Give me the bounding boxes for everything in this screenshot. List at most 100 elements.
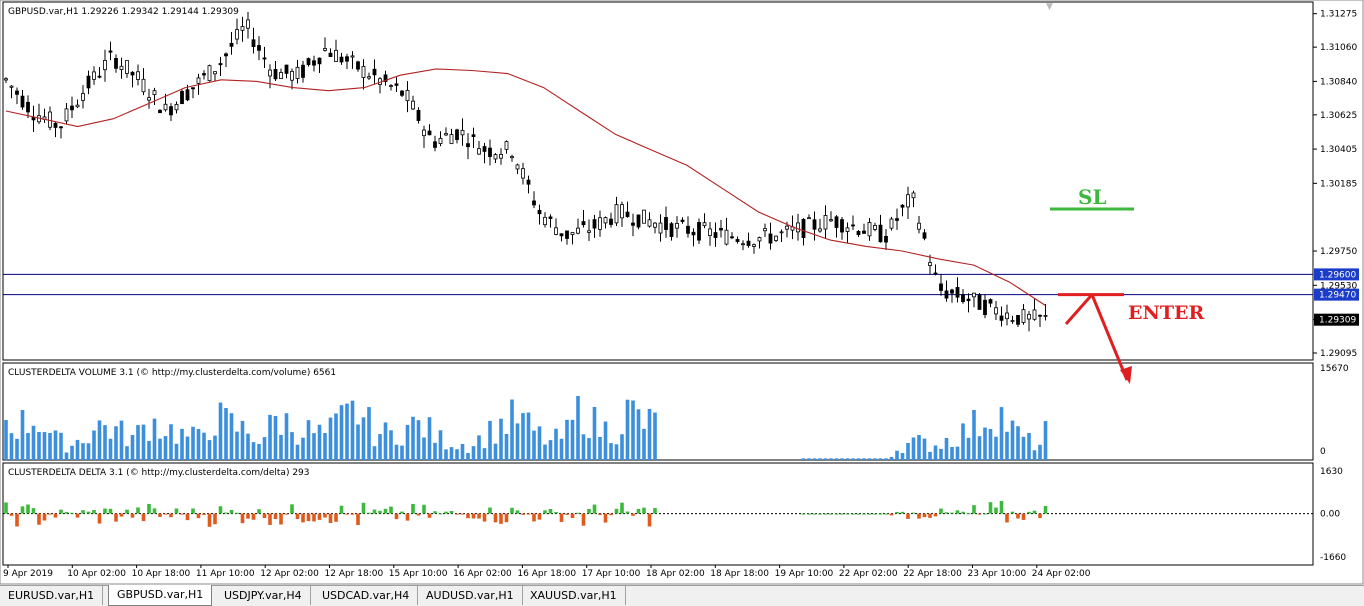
volume-bar bbox=[818, 458, 822, 460]
candle-body bbox=[972, 292, 976, 298]
delta-bar bbox=[119, 513, 124, 517]
volume-bar bbox=[884, 458, 888, 460]
volume-bar bbox=[15, 438, 19, 460]
volume-bar bbox=[1010, 420, 1015, 460]
candle-body bbox=[570, 232, 575, 235]
x-tick-label: 18 Apr 18:00 bbox=[710, 569, 769, 579]
volume-bar bbox=[922, 438, 927, 460]
delta-bar bbox=[570, 513, 575, 519]
candle-body bbox=[246, 19, 250, 29]
candle-body bbox=[1027, 313, 1031, 320]
x-tick-label: 22 Apr 02:00 bbox=[839, 569, 898, 579]
candle-body bbox=[433, 141, 437, 148]
delta-bar bbox=[427, 513, 432, 518]
volume-bar bbox=[207, 440, 212, 460]
delta-bar bbox=[64, 511, 69, 514]
delta-title: CLUSTERDELTA DELTA 3.1 (© http://my.clus… bbox=[8, 468, 310, 478]
volume-bar bbox=[279, 434, 283, 460]
volume-bar bbox=[378, 434, 382, 460]
delta-bar bbox=[581, 513, 586, 526]
candle-body bbox=[174, 103, 179, 111]
candle-body bbox=[823, 215, 828, 230]
volume-bar bbox=[609, 443, 613, 460]
candle-body bbox=[845, 227, 850, 232]
volume-bar bbox=[136, 425, 140, 460]
delta-bar bbox=[834, 513, 839, 515]
volume-bar bbox=[477, 435, 481, 460]
candle-body bbox=[862, 230, 866, 234]
level-label-box bbox=[1314, 268, 1359, 281]
volume-bar bbox=[592, 406, 597, 460]
candle-body bbox=[840, 219, 844, 233]
panel-frame bbox=[2, 1, 1314, 361]
chart-tab[interactable]: XAUUSD.var,H1 bbox=[522, 586, 626, 605]
volume-bar bbox=[636, 409, 641, 460]
volume-bar bbox=[334, 413, 338, 460]
candle-body bbox=[620, 204, 624, 219]
candle-body bbox=[999, 315, 1004, 321]
candle-body bbox=[625, 211, 630, 217]
delta-bar bbox=[317, 513, 322, 520]
delta-bar bbox=[878, 513, 883, 515]
delta-bar bbox=[1005, 513, 1009, 523]
volume-bar bbox=[631, 400, 635, 460]
delta-bar bbox=[130, 513, 135, 518]
delta-bar bbox=[213, 513, 217, 525]
delta-bar bbox=[598, 513, 602, 515]
chart-tab[interactable]: GBPUSD.var,H1 bbox=[108, 585, 213, 606]
volume-bar bbox=[840, 458, 844, 460]
volume-bar bbox=[31, 425, 36, 460]
candle-body bbox=[730, 236, 734, 239]
volume-bar bbox=[196, 428, 201, 460]
volume-bar bbox=[834, 458, 839, 460]
delta-bar bbox=[801, 513, 806, 515]
delta-bar bbox=[125, 509, 129, 514]
chart-tab[interactable]: USDCAD.var,H4 bbox=[314, 586, 419, 605]
candle-body bbox=[422, 129, 426, 137]
candle-body bbox=[812, 219, 817, 230]
volume-bar bbox=[81, 443, 85, 460]
volume-bar bbox=[499, 418, 503, 460]
candle-body bbox=[950, 289, 954, 294]
delta-bar bbox=[290, 504, 294, 514]
candle-body bbox=[15, 90, 19, 95]
delta-bar bbox=[829, 513, 833, 515]
volume-bar bbox=[972, 409, 976, 460]
candle-body bbox=[609, 218, 613, 225]
candle-body bbox=[653, 222, 657, 228]
trading-chart[interactable]: SL ENTER GBPUSD.var,H1 1.29226 1.29342 1.… bbox=[0, 0, 1364, 585]
x-tick-label: 12 Apr 02:00 bbox=[260, 569, 319, 579]
volume-bar bbox=[125, 446, 129, 460]
candle-body bbox=[785, 225, 789, 230]
candle-body bbox=[933, 272, 938, 275]
volume-bar bbox=[141, 424, 146, 460]
volume-bar bbox=[878, 458, 883, 460]
volume-bar bbox=[257, 443, 261, 460]
volume-bar bbox=[471, 446, 476, 460]
volume-bar bbox=[460, 443, 465, 460]
delta-bar bbox=[614, 508, 619, 514]
candle-body bbox=[994, 307, 998, 315]
candle-body bbox=[548, 216, 553, 219]
candle-body bbox=[801, 218, 806, 238]
volume-bar bbox=[598, 436, 602, 460]
volume-bar bbox=[581, 434, 586, 460]
candle-body bbox=[20, 95, 25, 108]
candle-body bbox=[917, 222, 921, 230]
chart-tab[interactable]: AUDUSD.var,H1 bbox=[418, 586, 523, 605]
delta-bar bbox=[807, 513, 811, 515]
volume-bar bbox=[515, 423, 520, 460]
candle-body bbox=[697, 222, 701, 241]
candle-body bbox=[4, 78, 8, 81]
candle-body bbox=[64, 108, 69, 122]
volume-bar bbox=[306, 420, 311, 460]
candle-body bbox=[977, 294, 982, 310]
delta-bar bbox=[477, 513, 481, 519]
candle-body bbox=[103, 59, 107, 71]
chart-tab[interactable]: USDJPY.var,H4 bbox=[216, 586, 311, 605]
chart-tab[interactable]: EURUSD.var,H1 bbox=[0, 586, 104, 605]
volume-bar bbox=[361, 417, 366, 460]
delta-bar bbox=[1032, 510, 1037, 514]
volume-bar bbox=[323, 432, 327, 460]
candle-body bbox=[251, 39, 256, 48]
